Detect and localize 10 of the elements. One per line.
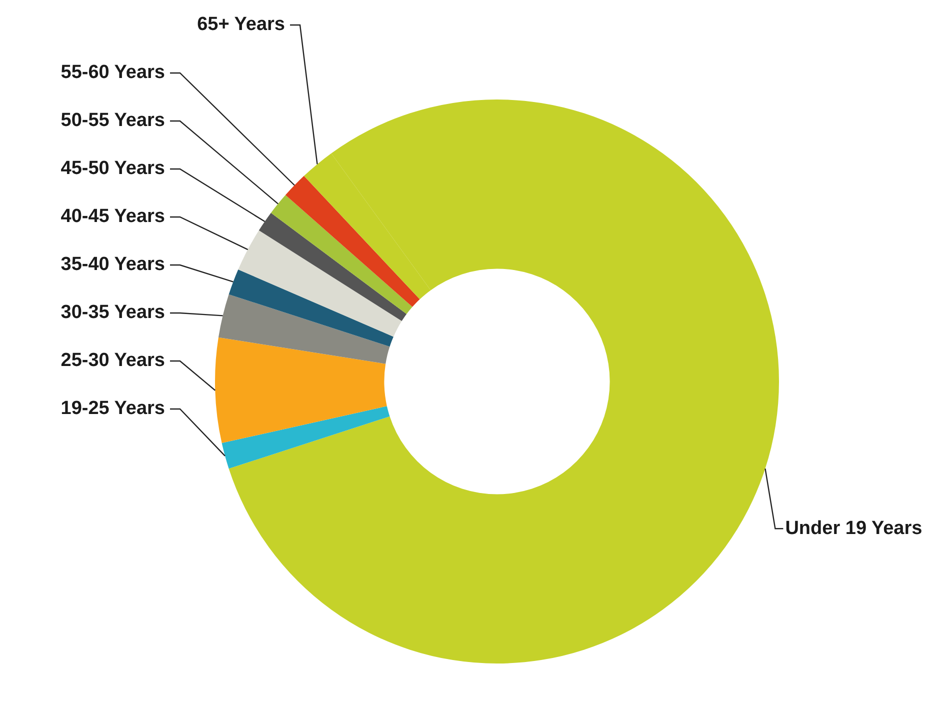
slice-label: 25-30 Years (60, 350, 165, 372)
slice-label: Under 19 Years (785, 518, 922, 539)
slice-label: 55-60 Years (60, 62, 165, 84)
slice-label: 30-35 Years (60, 302, 165, 324)
slice-label: 65+ Years (197, 14, 285, 36)
slice-label: 35-40 Years (60, 254, 165, 276)
slice-label: 40-45 Years (60, 206, 165, 228)
slice-label: 19-25 Years (60, 398, 165, 420)
slice-label: 50-55 Years (60, 110, 165, 132)
slice-label: 45-50 Years (60, 158, 165, 180)
